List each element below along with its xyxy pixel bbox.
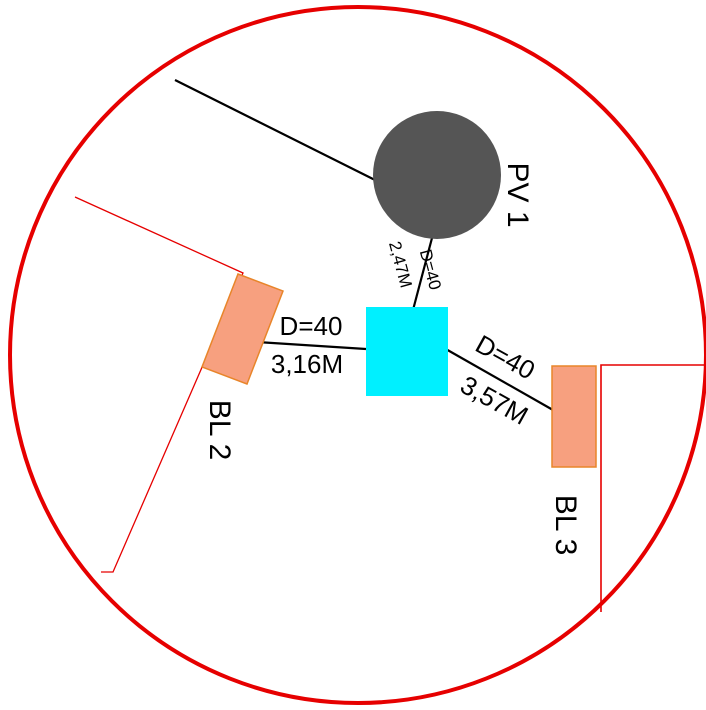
bl2-label: BL 2 (203, 400, 236, 461)
pv1-circle (373, 111, 501, 239)
pipe-bl2-diameter-label: D=40 (280, 311, 343, 341)
pipe-line-pv1 (411, 237, 434, 311)
pipe-line-bl3 (443, 347, 554, 411)
bl2-block (201, 273, 284, 385)
bl3-block (551, 365, 597, 468)
site-boundary-circle (8, 5, 706, 705)
pipe-pv1-length-label: 2,47M (385, 239, 416, 290)
incoming-pipe-line (174, 79, 376, 181)
pipe-line-bl2 (256, 340, 367, 351)
pv1-label: PV 1 (501, 162, 534, 227)
building-outline-right (600, 364, 706, 612)
bl3-label: BL 3 (549, 495, 582, 556)
central-hub-square (366, 307, 448, 396)
pipe-bl2-length-label: 3,16M (271, 349, 343, 379)
building-outline-left (74, 196, 244, 573)
